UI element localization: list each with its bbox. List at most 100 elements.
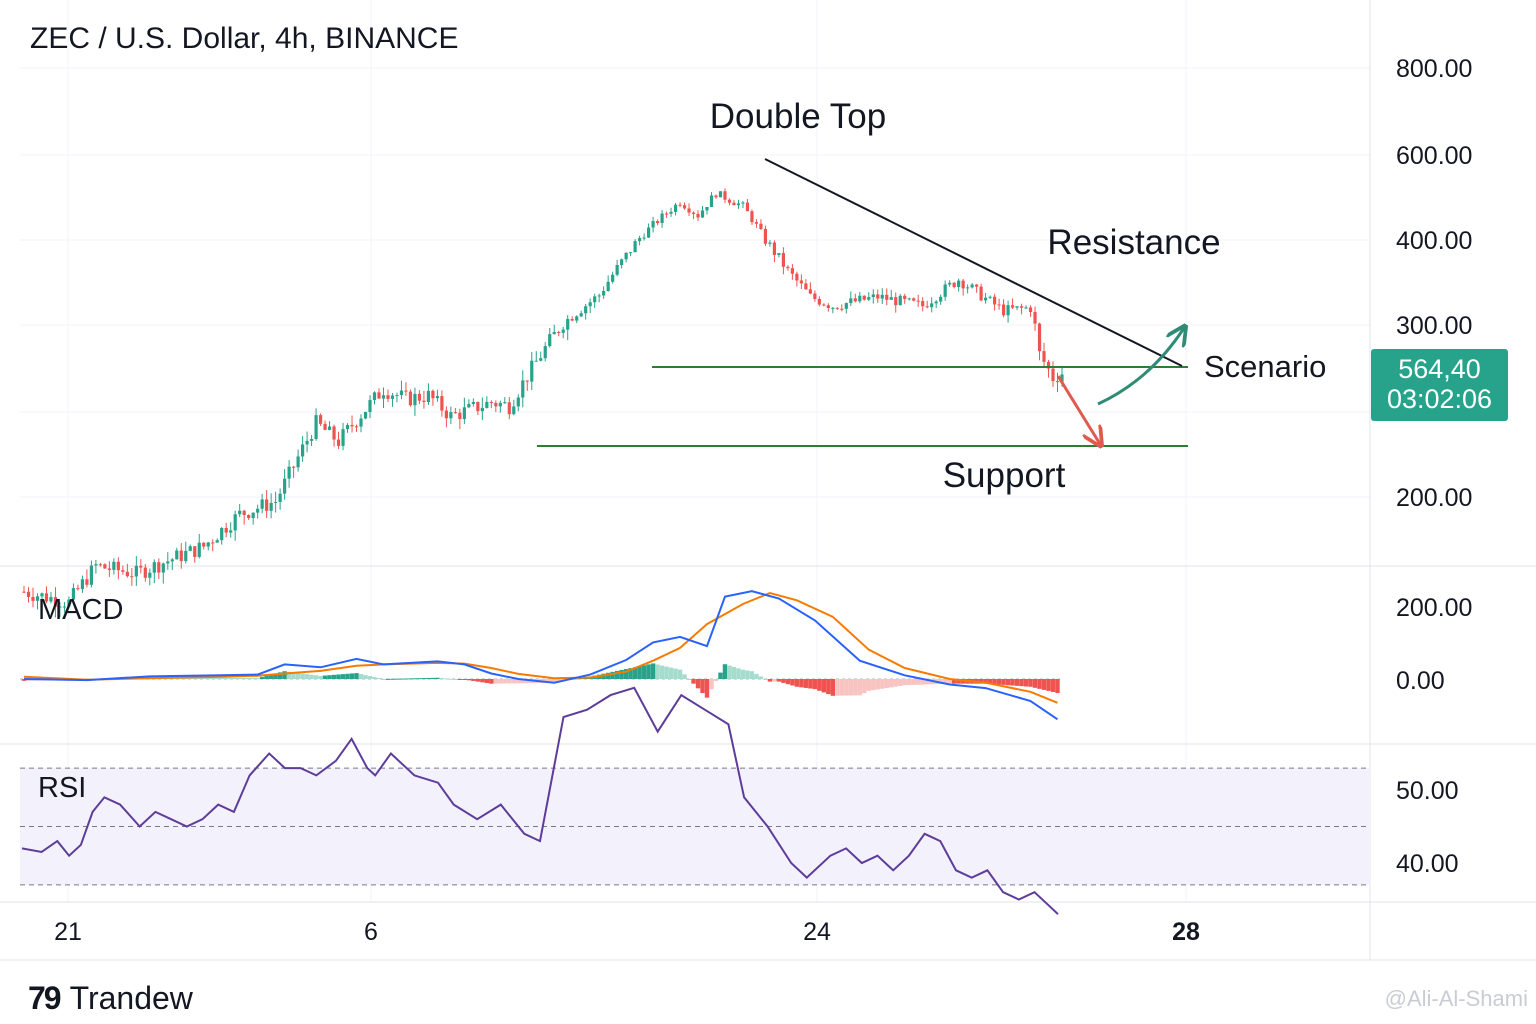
macd-histogram-bar [987,679,993,684]
candle-body [31,596,35,601]
candle-body [781,253,786,267]
candle-body [997,304,1001,306]
candle-body [175,550,179,560]
macd-histogram-bar [853,679,858,696]
macd-histogram-bar [1041,679,1047,690]
candle-body [557,332,561,334]
macd-histogram-bar [1005,679,1011,686]
candle-body [844,303,848,309]
macd-histogram-bar [349,673,355,679]
macd-histogram-bar [942,679,948,684]
support-label: Support [943,456,1066,495]
candle-body [714,195,718,198]
candle-body [763,228,768,244]
candle-body [1028,307,1033,312]
macd-histogram-bar [857,679,862,696]
candle-body [1019,306,1024,308]
candle-body [202,542,206,547]
macd-histogram-bar [1055,679,1060,693]
candle-body [673,204,678,212]
macd-histogram-bar [772,679,777,682]
candle-body [498,402,502,407]
macd-histogram-bar [902,679,907,686]
macd-histogram-bar [484,679,490,683]
candle-body [184,550,188,562]
candle-body [265,499,269,511]
macd-histogram-bar [318,675,323,679]
candle-body [615,265,619,275]
candle-body [611,274,615,282]
macd-histogram-bar [255,678,260,680]
resistance-label: Resistance [1047,223,1220,262]
macd-histogram-bar [623,669,629,679]
macd-histogram-bar [650,663,656,679]
rsi-axis-label: 40.00 [1396,850,1459,878]
double-top-label: Double Top [710,97,886,136]
candle-body [363,412,368,419]
macd-histogram-bar [417,678,422,680]
macd-histogram-bar [920,679,925,685]
candle-body [1015,306,1019,308]
macd-histogram-bar [201,677,206,679]
annotation-overlay: Double Top Resistance Scenario Support [537,97,1326,495]
candle-body [1037,323,1042,352]
macd-histogram-bar [924,679,930,685]
candle-body [467,403,471,408]
macd-histogram-bar [862,679,867,694]
macd-histogram-bar [776,679,782,682]
bullish-scenario-arrow [1097,328,1184,406]
candle-body [655,221,660,224]
macd-histogram-bar [844,679,849,696]
macd-histogram-bar [605,672,611,679]
candle-body [984,297,988,301]
candle-body [422,400,426,402]
macd-histogram-bar [704,679,710,698]
candle-body [471,402,475,404]
bearish-scenario-arrow [1056,375,1100,444]
macd-histogram-bar [507,679,512,684]
candle-body [103,564,107,569]
macd-histogram-bar [489,679,494,684]
candle-body [862,295,866,300]
candle-body [817,298,821,305]
candle-body [229,530,233,533]
candle-body [952,282,956,288]
macd-histogram-bar [996,679,1002,685]
candle-body [934,301,938,304]
candle-body [426,390,431,402]
candle-body [925,306,929,308]
macd-histogram-bar [237,677,242,679]
candle-body [786,266,790,269]
macd-histogram-bar [1023,679,1029,687]
macd-histogram-bar [1014,679,1020,686]
macd-histogram-bar [790,679,795,686]
candle-body [197,542,201,557]
macd-histogram-bar [812,679,818,690]
macd-histogram-bar [516,679,521,684]
macd-histogram-bar [821,679,827,693]
candle-body [939,296,943,302]
macd-histogram-bar [709,679,714,690]
macd-histogram-bar [228,677,233,679]
candle-body [287,466,291,479]
candle-body [480,407,484,412]
macd-histogram-bar [637,666,642,679]
candle-body [53,597,58,607]
candle-body [368,400,372,413]
macd-histogram-bar [295,672,301,679]
candle-body [885,294,889,300]
brand-logo[interactable]: 79 Trandew [28,980,193,1017]
price-candles [22,188,1064,618]
macd-histogram-bar [363,675,368,679]
macd-histogram-bar [480,679,485,683]
candle-body [1055,381,1060,383]
candle-body [166,561,170,564]
macd-histogram-bar [421,678,427,680]
macd-histogram-bar [736,668,741,679]
candle-body [85,579,89,585]
candle-body [880,294,884,299]
macd-histogram-bar [210,677,215,679]
macd-histogram-bar [502,679,508,684]
macd-histogram-bar [264,675,269,679]
